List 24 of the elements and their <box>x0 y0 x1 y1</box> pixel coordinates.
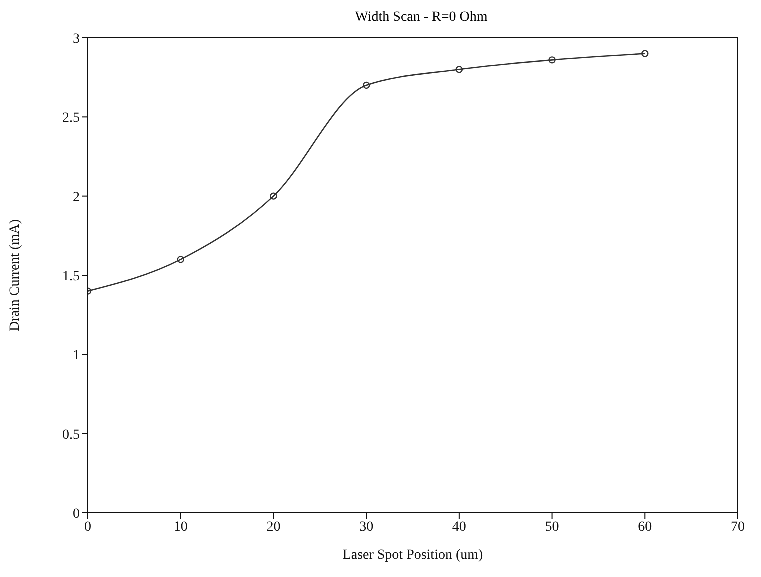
point <box>270 192 278 200</box>
y-axis-title: Drain Current (mA) <box>8 219 23 332</box>
y-tick-label: 1.5 <box>62 269 80 284</box>
y-tick-label: 0 <box>73 506 80 522</box>
chart-title: Width Scan - R=0 Ohm <box>354 10 489 26</box>
point <box>362 82 370 90</box>
y-tick-label: 2.5 <box>62 111 80 126</box>
x-tick-label: 10 <box>174 520 188 535</box>
y-tick-label: 2 <box>73 190 80 206</box>
x-axis-title: Laser Spot Position (um) <box>342 548 484 563</box>
point <box>177 256 184 264</box>
point <box>642 50 649 58</box>
y-tick-label: 0.5 <box>62 428 80 443</box>
y-tick-label: 1 <box>73 348 80 364</box>
x-tick-label: 20 <box>266 520 281 535</box>
y-tick-label: 3 <box>73 32 80 47</box>
x-tick-label: 30 <box>360 520 374 535</box>
x-tick-label: 0 <box>84 520 92 535</box>
point <box>456 66 464 74</box>
point <box>548 56 556 64</box>
x-tick-label: 40 <box>452 520 466 535</box>
x-tick-label: 60 <box>638 520 652 535</box>
x-tick-label: 50 <box>545 520 560 535</box>
x-tick-label: 70 <box>731 520 745 535</box>
